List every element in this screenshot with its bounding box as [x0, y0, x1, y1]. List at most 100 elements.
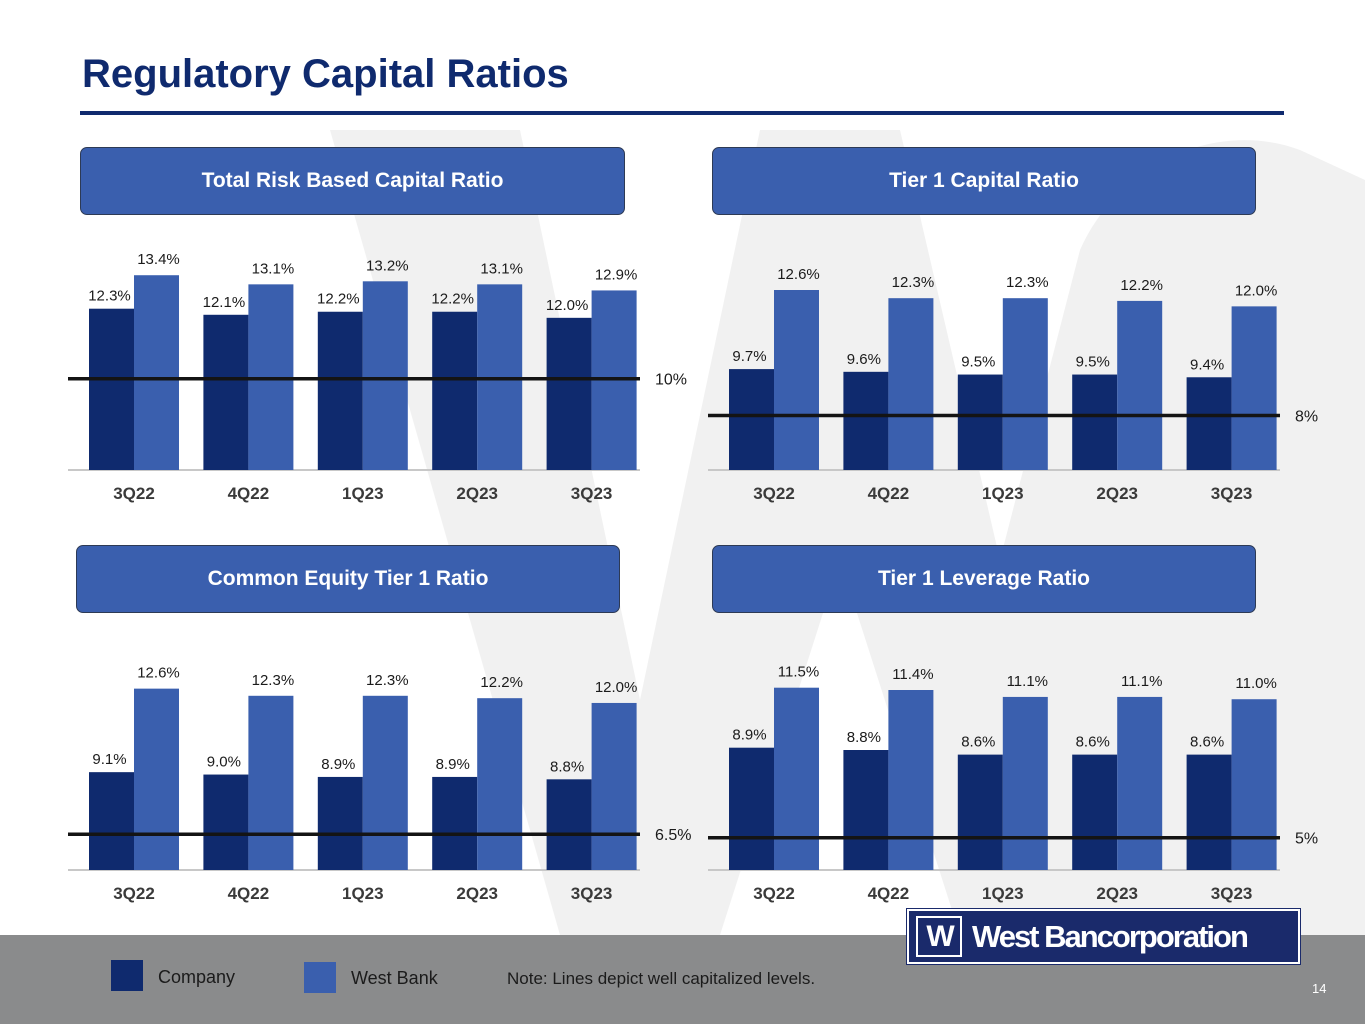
x-tick-label-3q22: 3Q22: [753, 884, 795, 903]
chart-tier1-leverage: 8.9% 11.5% 3Q22 8.8% 11.4% 4Q22 8.6% 11.1% 1Q23 8…: [708, 664, 1318, 903]
x-tick-label-1q23: 1Q23: [982, 484, 1024, 503]
legend-label-bank: West Bank: [351, 968, 438, 988]
data-label-bank-1q23: 12.3%: [1006, 274, 1049, 291]
bar-bank-2q23: [477, 698, 523, 870]
bar-bank-1q23: [362, 281, 408, 470]
threshold-label: 5%: [1295, 831, 1318, 848]
bar-bank-3q22: [134, 688, 179, 870]
data-label-bank-3q22: 12.6%: [137, 665, 180, 682]
chart-header-tier1-leverage: Tier 1 Leverage Ratio: [712, 545, 1256, 613]
data-label-bank-3q22: 12.6%: [777, 266, 820, 283]
data-label-bank-3q23: 12.0%: [1235, 282, 1278, 299]
x-tick-label-2q23: 2Q23: [456, 884, 498, 903]
bar-company-3q22: [729, 747, 774, 870]
bar-company-3q23: [546, 779, 592, 870]
x-tick-label-1q23: 1Q23: [342, 884, 384, 903]
bar-company-3q23: [1186, 377, 1232, 470]
x-tick-label-3q23: 3Q23: [1211, 884, 1253, 903]
bar-company-2q23: [1072, 374, 1118, 470]
x-tick-label-2q23: 2Q23: [1096, 884, 1138, 903]
threshold-label: 6.5%: [655, 827, 691, 844]
data-label-bank-4q22: 11.4%: [892, 666, 933, 683]
legend-swatch-bank: [304, 962, 336, 993]
data-label-company-3q22: 9.7%: [732, 348, 766, 365]
x-tick-label-4q22: 4Q22: [868, 484, 910, 503]
data-label-company-3q22: 8.9%: [732, 727, 766, 744]
x-tick-label-1q23: 1Q23: [982, 884, 1024, 903]
data-label-bank-4q22: 13.1%: [252, 260, 295, 277]
data-label-bank-3q23: 12.9%: [595, 266, 638, 283]
data-label-bank-1q23: 13.2%: [366, 257, 409, 274]
data-label-company-3q23: 9.4%: [1190, 356, 1224, 373]
x-tick-label-3q22: 3Q22: [753, 484, 795, 503]
data-label-company-2q23: 12.2%: [431, 291, 474, 308]
data-label-company-3q22: 12.3%: [88, 288, 131, 305]
bar-bank-3q22: [774, 290, 819, 470]
bar-bank-1q23: [362, 695, 408, 870]
bar-company-4q22: [843, 371, 889, 470]
data-label-company-1q23: 8.9%: [321, 756, 355, 773]
bar-company-4q22: [203, 314, 249, 470]
data-label-bank-3q23: 11.0%: [1235, 675, 1276, 692]
data-label-company-3q23: 8.8%: [550, 758, 584, 775]
bar-bank-1q23: [1002, 696, 1048, 870]
data-label-bank-4q22: 12.3%: [252, 672, 295, 689]
data-label-company-3q23: 12.0%: [546, 297, 589, 314]
data-label-company-4q22: 9.0%: [207, 754, 241, 771]
bar-company-1q23: [317, 776, 363, 870]
threshold-label: 8%: [1295, 408, 1318, 425]
chart-common-equity-tier1: 9.1% 12.6% 3Q22 9.0% 12.3% 4Q22 8.9% 12.3% 1Q23 8…: [68, 665, 691, 903]
bar-bank-3q23: [591, 702, 637, 870]
data-label-bank-2q23: 12.2%: [480, 674, 523, 691]
x-tick-label-3q23: 3Q23: [571, 484, 613, 503]
footnote: Note: Lines depict well capitalized leve…: [507, 969, 816, 988]
bar-company-3q22: [89, 308, 134, 470]
bar-bank-3q22: [134, 275, 179, 470]
bar-bank-3q23: [1231, 699, 1277, 870]
data-label-company-1q23: 8.6%: [961, 734, 995, 751]
data-label-company-3q22: 9.1%: [92, 751, 126, 768]
data-label-company-2q23: 8.6%: [1076, 734, 1110, 751]
title-rule: [80, 111, 1284, 115]
bar-company-2q23: [432, 311, 478, 470]
x-tick-label-4q22: 4Q22: [228, 484, 270, 503]
legend-swatch-company: [111, 960, 143, 991]
data-label-company-1q23: 12.2%: [317, 291, 360, 308]
x-tick-label-2q23: 2Q23: [456, 484, 498, 503]
data-label-company-2q23: 8.9%: [436, 756, 470, 773]
bar-bank-4q22: [888, 690, 934, 870]
bar-company-1q23: [317, 311, 363, 470]
bar-company-3q22: [89, 772, 134, 870]
bar-company-2q23: [1072, 754, 1118, 870]
bar-bank-2q23: [1117, 696, 1163, 870]
x-tick-label-3q23: 3Q23: [571, 884, 613, 903]
bar-company-3q23: [546, 317, 592, 470]
x-tick-label-1q23: 1Q23: [342, 484, 384, 503]
bar-company-2q23: [432, 776, 478, 870]
bar-bank-1q23: [1002, 298, 1048, 470]
chart-tier1-capital: 9.7% 12.6% 3Q22 9.6% 12.3% 4Q22 9.5% 12.3% 1Q23 9…: [708, 266, 1318, 503]
x-tick-label-4q22: 4Q22: [868, 884, 910, 903]
data-label-bank-2q23: 11.1%: [1121, 673, 1162, 690]
bar-company-4q22: [203, 774, 249, 870]
data-label-bank-2q23: 12.2%: [1120, 277, 1163, 294]
data-label-company-4q22: 8.8%: [847, 729, 881, 746]
chart-header-total-risk: Total Risk Based Capital Ratio: [80, 147, 625, 215]
bar-company-4q22: [843, 750, 889, 870]
bar-company-1q23: [957, 754, 1003, 870]
data-label-bank-3q22: 11.5%: [778, 664, 819, 681]
logo-text: West Bancorporation: [972, 918, 1249, 954]
x-tick-label-2q23: 2Q23: [1096, 484, 1138, 503]
bar-bank-3q22: [774, 687, 819, 870]
x-tick-label-3q22: 3Q22: [113, 484, 155, 503]
page-number: 14: [1312, 981, 1327, 996]
data-label-company-2q23: 9.5%: [1076, 354, 1110, 371]
legend-label-company: Company: [158, 967, 236, 987]
x-tick-label-4q22: 4Q22: [228, 884, 270, 903]
x-tick-label-3q22: 3Q22: [113, 884, 155, 903]
data-label-company-4q22: 12.1%: [203, 294, 246, 311]
bar-bank-2q23: [1117, 300, 1163, 470]
chart-header-tier1-capital: Tier 1 Capital Ratio: [712, 147, 1256, 215]
west-bancorporation-logo: W West Bancorporation: [907, 909, 1300, 964]
